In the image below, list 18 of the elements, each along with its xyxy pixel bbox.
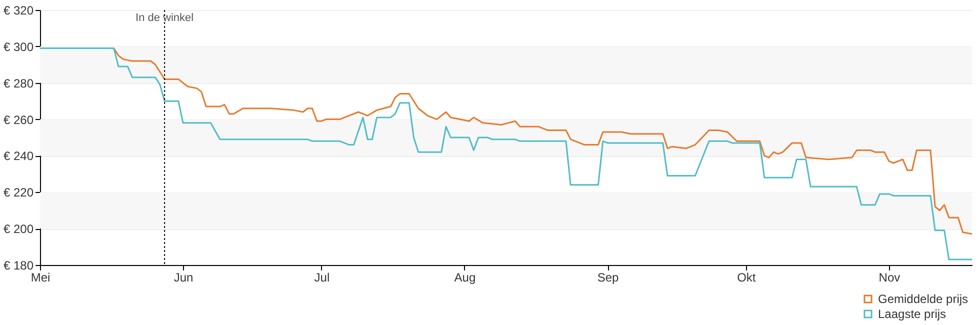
y-tick-label: € 280 (3, 76, 34, 90)
x-tick-label: Okt (737, 270, 756, 284)
y-tick-label: € 220 (3, 186, 34, 200)
x-tick-label: Mei (30, 270, 50, 284)
y-tick-label: € 240 (3, 149, 34, 164)
x-tick-label: Nov (878, 270, 900, 284)
ref-line-label: In de winkel (136, 12, 194, 24)
y-tick-label: € 260 (3, 112, 34, 127)
y-tick-label: € 200 (3, 222, 34, 236)
x-tick-label: Jul (314, 270, 330, 284)
legend-label: Gemiddelde prijs (878, 292, 968, 306)
y-tick-label: € 300 (3, 40, 34, 54)
y-tick-label: € 320 (3, 4, 34, 18)
y-tick-label: € 180 (3, 258, 34, 272)
x-tick-label: Sep (597, 270, 620, 284)
x-tick-label: Jun (174, 270, 194, 284)
x-tick-label: Aug (454, 270, 476, 284)
legend-label: Laagste prijs (878, 307, 946, 321)
